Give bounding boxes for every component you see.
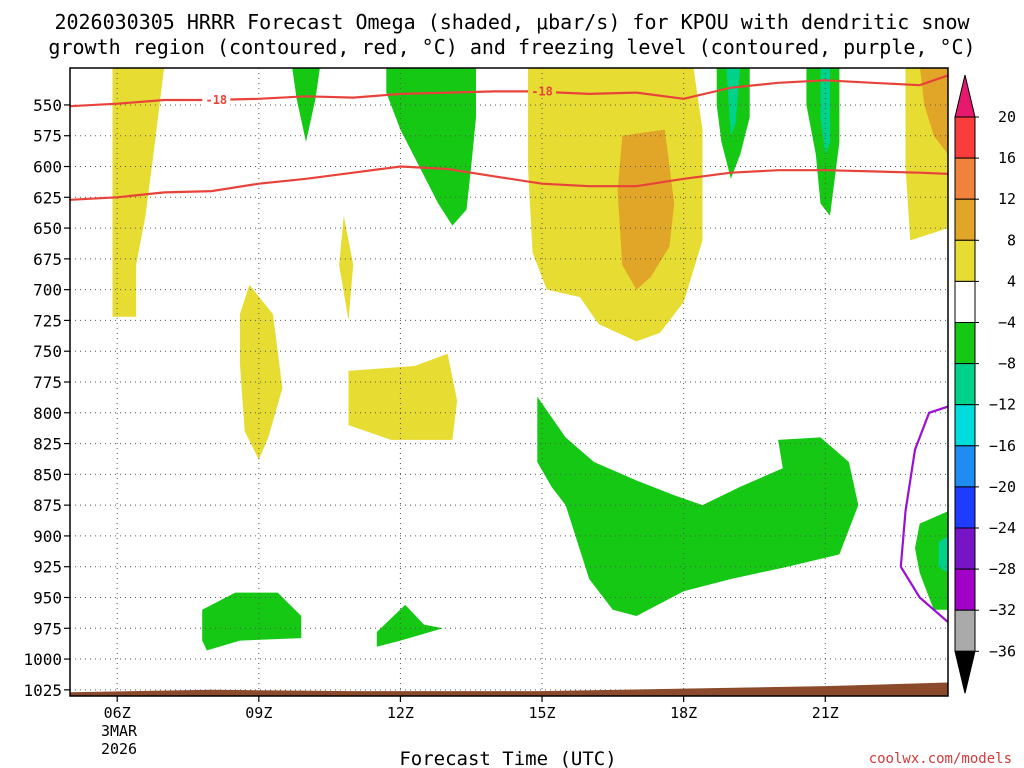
colorbar-label-9: −20	[989, 478, 1016, 496]
colorbar-label-0: 20	[998, 108, 1016, 126]
colorbar-top-arrow	[954, 74, 976, 118]
contour-label-bg-0	[202, 92, 231, 107]
y-tick-label-1: 575	[33, 127, 62, 146]
date-label-day: 3MAR	[101, 722, 138, 740]
y-tick-label-10: 800	[33, 404, 62, 423]
colorbar-swatch-9	[954, 486, 976, 529]
omega-region-1	[239, 284, 283, 460]
chart-title-line-1: 2026030305 HRRR Forecast Omega (shaded, …	[54, 10, 970, 34]
y-tick-label-6: 700	[33, 281, 62, 300]
omega-region-15	[202, 592, 302, 651]
x-tick-label-1: 09Z	[245, 704, 272, 722]
omega-region-11	[726, 68, 741, 136]
x-tick-label-5: 21Z	[812, 704, 839, 722]
y-tick-label-9: 775	[33, 373, 62, 392]
colorbar-label-10: −24	[989, 519, 1016, 537]
y-tick-label-19: 1025	[23, 681, 62, 700]
contour-label-1: -18	[531, 84, 553, 98]
omega-region-12	[806, 68, 840, 216]
colorbar-label-12: −32	[989, 601, 1016, 619]
y-tick-label-5: 675	[33, 250, 62, 269]
omega-region-3	[348, 353, 458, 440]
colorbar-label-1: 16	[998, 149, 1016, 167]
colorbar-swatch-12	[954, 609, 976, 652]
omega-region-7	[919, 68, 948, 155]
x-axis-time: 06Z 09Z 12Z 15Z 18Z 21Z	[104, 696, 839, 722]
terrain-fill	[70, 682, 948, 696]
omega-region-16	[376, 604, 443, 647]
y-tick-label-11: 825	[33, 435, 62, 454]
omega-region-2	[339, 215, 354, 321]
x-tick-label-4: 18Z	[670, 704, 697, 722]
colorbar-legend: 20 16 12 8 4 −4 −8 −12 −16 −20 −24 −28 −32 −36	[954, 74, 1016, 694]
colorbar-swatch-4	[954, 280, 976, 323]
x-tick-label-0: 06Z	[104, 704, 131, 722]
colorbar-swatch-7	[954, 404, 976, 447]
contour-label-bg-1	[528, 83, 557, 98]
y-tick-label-17: 975	[33, 619, 62, 638]
y-tick-label-18: 1000	[23, 650, 62, 669]
y-tick-label-7: 725	[33, 311, 62, 330]
dendritic-contour-1	[70, 165, 948, 201]
x-tick-label-3: 15Z	[528, 704, 555, 722]
y-tick-label-16: 950	[33, 588, 62, 607]
temperature-contours: -18 -18	[70, 74, 948, 623]
terrain-layer	[70, 682, 948, 696]
colorbar-label-8: −16	[989, 437, 1016, 455]
colorbar-swatch-11	[954, 568, 976, 611]
contour-label-0: -18	[205, 93, 227, 107]
y-tick-label-13: 875	[33, 496, 62, 515]
omega-region-17	[915, 511, 948, 610]
omega-region-13	[820, 68, 830, 155]
colorbar-label-3: 8	[1007, 231, 1016, 249]
omega-region-14	[537, 396, 859, 616]
colorbar-label-5: −4	[998, 314, 1016, 332]
chart-title-line-2: growth region (contoured, red, °C) and f…	[48, 35, 975, 59]
freezing-level-contour	[899, 405, 948, 623]
y-tick-label-0: 550	[33, 96, 62, 115]
omega-region-5	[617, 129, 675, 290]
colorbar-label-2: 12	[998, 190, 1016, 208]
colorbar-label-7: −12	[989, 396, 1016, 414]
colorbar-swatch-5	[954, 322, 976, 365]
colorbar-label-13: −36	[989, 642, 1016, 660]
y-tick-label-14: 900	[33, 527, 62, 546]
colorbar-swatch-8	[954, 445, 976, 488]
x-axis-label: Forecast Time (UTC)	[399, 748, 616, 768]
omega-region-8	[292, 68, 320, 142]
omega-region-9	[386, 68, 476, 226]
credit-text: coolwx.com/models	[869, 751, 1012, 767]
colorbar-swatch-3	[954, 239, 976, 282]
omega-region-0	[112, 68, 165, 317]
y-tick-label-15: 925	[33, 558, 62, 577]
colorbar-swatch-2	[954, 198, 976, 241]
y-tick-label-8: 750	[33, 342, 62, 361]
colorbar-swatch-10	[954, 527, 976, 570]
colorbar-swatch-1	[954, 157, 976, 200]
omega-shading	[112, 68, 948, 651]
colorbar-swatch-0	[954, 116, 976, 159]
colorbar-label-11: −28	[989, 560, 1016, 578]
x-tick-label-2: 12Z	[387, 704, 414, 722]
omega-region-18	[938, 535, 948, 573]
colorbar-bottom-arrow	[954, 650, 976, 694]
colorbar-label-4: 4	[1007, 272, 1016, 290]
colorbar-swatch-6	[954, 363, 976, 406]
y-tick-label-3: 625	[33, 188, 62, 207]
date-label-year: 2026	[101, 740, 137, 758]
y-tick-label-4: 650	[33, 219, 62, 238]
colorbar-label-6: −8	[998, 355, 1016, 373]
y-axis-pressure: 550 575 600 625 650 675 700 725 750 775 800 825 850 8…	[23, 96, 70, 700]
plot-background	[70, 68, 948, 696]
y-tick-label-12: 850	[33, 465, 62, 484]
y-tick-label-2: 600	[33, 158, 62, 177]
